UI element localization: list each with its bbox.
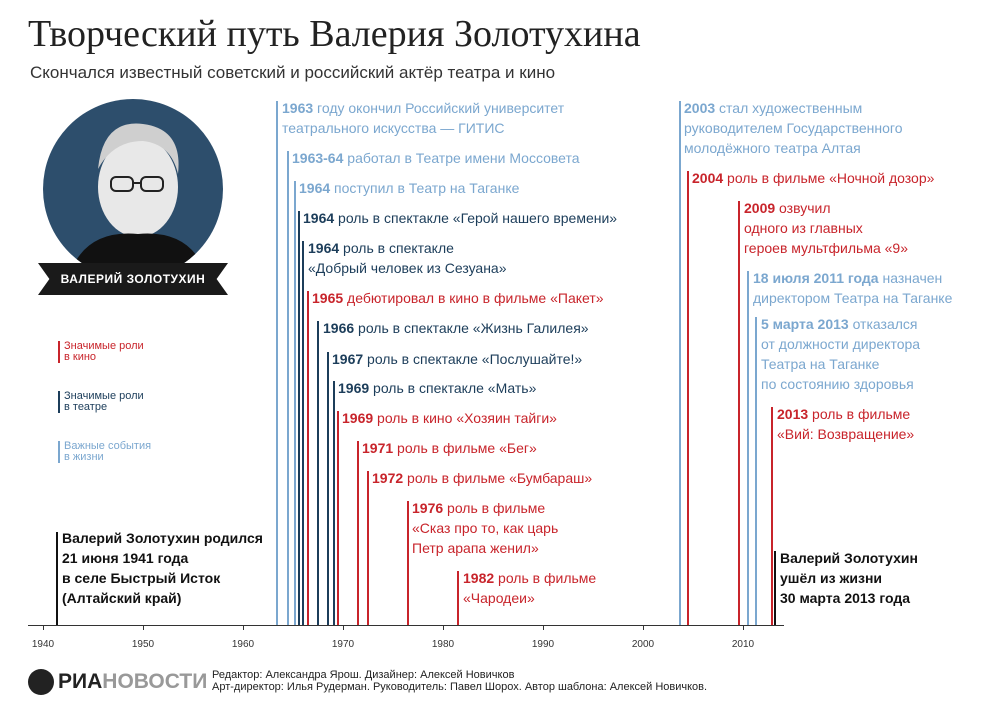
timeline-line-1976 (407, 501, 409, 625)
tick-1940 (43, 625, 44, 630)
event-1972-bumbarash: 1972 роль в фильме «Бумбараш» (372, 470, 593, 486)
timeline-line-1982 (457, 571, 459, 625)
timeline-line-1963 (276, 101, 278, 625)
page-title: Творческий путь Валерия Золотухина (28, 13, 641, 55)
timeline-line-2011 (747, 271, 749, 625)
tick-label-1970: 1970 (331, 639, 355, 650)
tick-label-1940: 1940 (31, 639, 55, 650)
event-1963-64-mossovet: 1963-64 работал в Театре имени Моссовета (292, 150, 580, 166)
timeline-axis (28, 625, 784, 626)
timeline-line-1967 (327, 352, 329, 625)
event-1969-taiga: 1969 роль в кино «Хозяин тайги» (342, 410, 557, 426)
timeline-line-2013-resign (755, 317, 757, 625)
legend-life: Важные события в жизни (58, 441, 151, 463)
credits-line1: Редактор: Александра Ярош. Дизайнер: Але… (212, 669, 515, 681)
legend-life-line2: в жизни (64, 451, 104, 463)
event-2004-dozor: 2004 роль в фильме «Ночной дозор» (692, 170, 935, 186)
legend-theatre-line2: в театре (64, 401, 108, 413)
event-1982-charodei: 1982 роль в фильме «Чародеи» (463, 570, 597, 606)
tick-label-1980: 1980 (431, 639, 455, 650)
event-1971-beg: 1971 роль в фильме «Бег» (362, 440, 537, 456)
event-1965-paket: 1965 дебютировал в кино в фильме «Пакет» (312, 290, 604, 306)
timeline-line-1972 (367, 471, 369, 625)
tick-1950 (143, 625, 144, 630)
event-1976-tsar: 1976 роль в фильме «Сказ про то, как царь… (412, 500, 559, 556)
timeline-line-2004 (687, 171, 689, 625)
timeline-line-1964-hero (298, 211, 300, 625)
tick-1980 (443, 625, 444, 630)
event-1964-hero: 1964 роль в спектакле «Герой нашего врем… (303, 210, 618, 226)
event-2013-viy: 2013 роль в фильме «Вий: Возвращение» (777, 406, 915, 442)
legend-film: Значимые роли в кино (58, 341, 144, 363)
timeline-line-2003 (679, 101, 681, 625)
ria-novosti-logo: РИА НОВОСТИ (28, 667, 207, 697)
tick-label-2010: 2010 (731, 639, 755, 650)
ria-logo-icon (28, 669, 54, 695)
legend-theatre: Значимые роли в театре (58, 391, 144, 413)
event-1969-mother: 1969 роль в спектакле «Мать» (338, 380, 537, 396)
event-1967-listen: 1967 роль в спектакле «Послушайте!» (332, 351, 583, 367)
timeline-line-2009 (738, 201, 740, 625)
credits: Редактор: Александра Ярош. Дизайнер: Але… (212, 669, 707, 693)
timeline-line-1969-mat (333, 381, 335, 625)
legend-theatre-line1: Значимые роли (64, 390, 144, 402)
birth-note: Валерий Золотухин родился 21 июня 1941 го… (62, 530, 263, 606)
tick-2000 (643, 625, 644, 630)
legend-film-line2: в кино (64, 351, 97, 363)
tick-1990 (543, 625, 544, 630)
tick-label-1960: 1960 (231, 639, 255, 650)
page-subtitle: Скончался известный советский и российск… (30, 63, 556, 82)
death-note: Валерий Золотухин ушёл из жизни 30 марта 2… (780, 550, 918, 606)
ria-logo-text: РИА (58, 670, 103, 693)
portrait-name: ВАЛЕРИЙ ЗОЛОТУХИН (60, 272, 206, 286)
portrait-photo (43, 99, 223, 279)
legend-film-line1: Значимые роли (64, 340, 144, 352)
portrait-nameplate: ВАЛЕРИЙ ЗОЛОТУХИН (38, 263, 228, 295)
legend-life-line1: Важные события (64, 440, 152, 452)
tick-1970 (343, 625, 344, 630)
timeline-line-1971 (357, 441, 359, 625)
timeline-line-1965 (307, 291, 309, 625)
tick-1960 (243, 625, 244, 630)
tick-label-2000: 2000 (631, 639, 655, 650)
event-1966-galileo: 1966 роль в спектакле «Жизнь Галилея» (323, 320, 589, 336)
timeline-line-1964-taganka (294, 181, 296, 625)
timeline-line-death (774, 551, 776, 625)
event-1964-sezuan: 1964 роль в спектакле «Добрый человек из … (308, 240, 507, 276)
event-2013-resign: 5 марта 2013 отказался от должности дирек… (761, 316, 921, 392)
event-2009-nine: 2009 озвучил одного из главных героев муль… (744, 200, 908, 256)
event-1964-taganka: 1964 поступил в Театр на Таганке (299, 180, 520, 196)
timeline-line-2013-viy (771, 407, 773, 625)
timeline-line-1963-64 (287, 151, 289, 625)
event-2011-director: 18 июля 2011 года назначен директором Теа… (753, 270, 953, 306)
timeline-line-1969-taiga (337, 411, 339, 625)
credits-line2: Арт-директор: Илья Рудерман. Руководител… (212, 681, 708, 693)
event-1963-gitis: 1963 году окончил Российский университет… (282, 100, 565, 136)
tick-label-1990: 1990 (531, 639, 555, 650)
event-2003-altai: 2003 стал художественным руководителем Го… (684, 100, 903, 156)
tick-label-1950: 1950 (131, 639, 155, 650)
timeline-line-1964-sezuan (302, 241, 304, 625)
timeline-line-1966 (317, 321, 319, 625)
tick-2010 (743, 625, 744, 630)
novosti-logo-text: НОВОСТИ (102, 670, 208, 693)
timeline-line-birth (56, 532, 58, 625)
